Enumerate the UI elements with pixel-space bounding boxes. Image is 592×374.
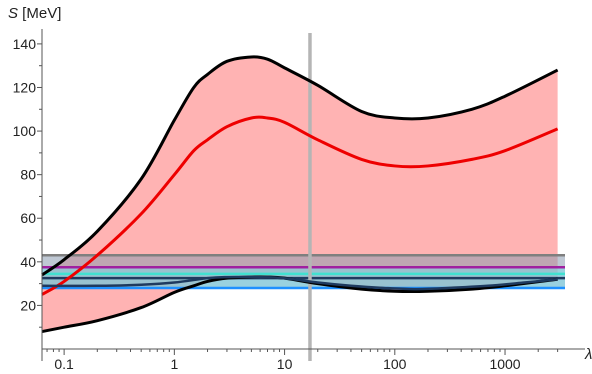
horizontal-bands <box>42 255 565 288</box>
uncertainty-band <box>42 56 558 332</box>
y-axis-title: S [MeV] <box>8 5 61 22</box>
x-tick-label: 1000 <box>489 356 520 372</box>
y-tick-label: 20 <box>20 297 36 313</box>
x-ticks: 0.1 1 10 100 1000 <box>46 349 559 372</box>
x-axis-title: λ <box>584 346 592 363</box>
x-tick-label: 1 <box>170 356 178 372</box>
series-line-upper <box>41 55 559 277</box>
y-tick-label: 100 <box>13 123 37 139</box>
x-tick-label: 100 <box>383 356 407 372</box>
x-tick-label: 10 <box>277 356 293 372</box>
series-line-inner-lower <box>41 275 558 291</box>
x-tick-label: 0.1 <box>54 356 74 372</box>
y-tick-label: 60 <box>20 210 36 226</box>
y-tick-label: 40 <box>20 254 36 270</box>
y-axis-unit: [MeV] <box>18 5 61 22</box>
plot-area <box>41 33 565 361</box>
series-line-central <box>41 115 559 296</box>
horizontal-lines <box>42 254 565 290</box>
y-axis-symbol: S <box>8 5 18 22</box>
y-tick-label: 120 <box>13 79 37 95</box>
series-lines <box>41 55 559 334</box>
y-tick-label: 80 <box>20 167 36 183</box>
y-ticks: 20 40 60 80 100 120 140 <box>13 36 42 328</box>
y-tick-label: 140 <box>13 36 37 52</box>
